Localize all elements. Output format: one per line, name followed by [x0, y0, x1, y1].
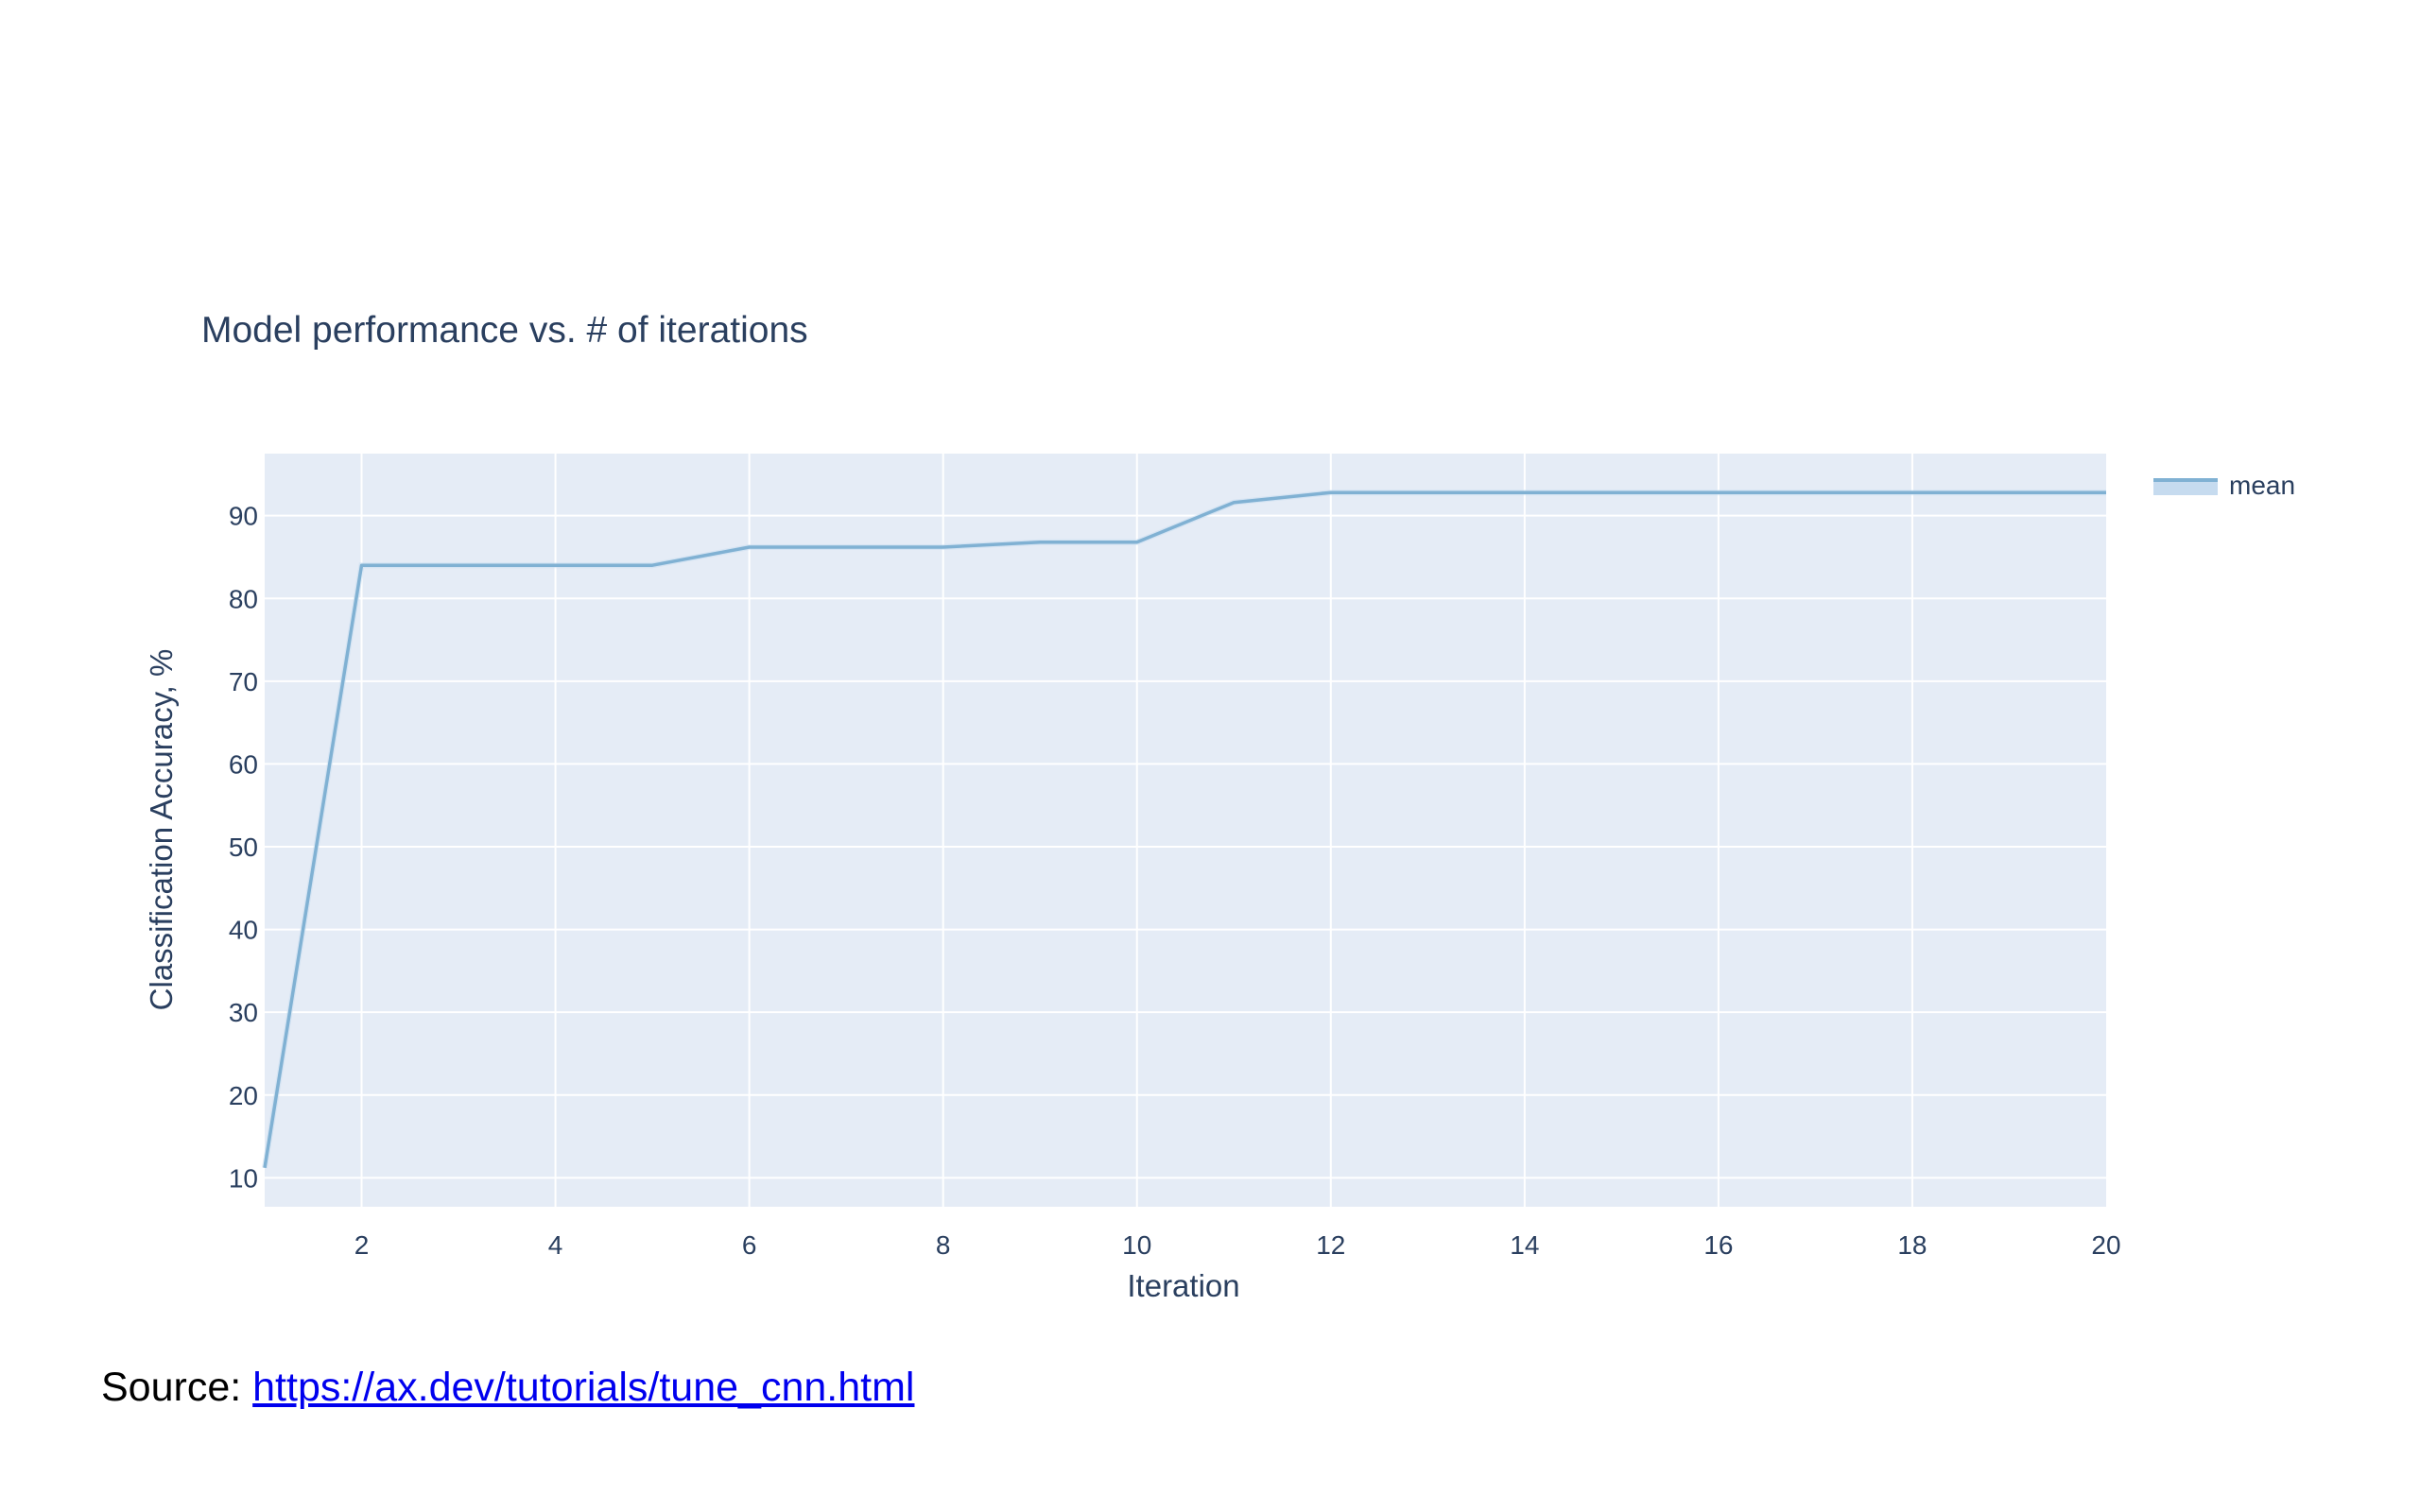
y-tick-label: 10 [229, 1163, 258, 1193]
source-line: Source: https://ax.dev/tutorials/tune_cn… [101, 1365, 914, 1411]
x-tick-label: 12 [1316, 1230, 1345, 1260]
legend-band-swatch [2153, 478, 2218, 495]
x-axis-ticks: 2 4 6 8 10 12 14 16 18 20 [354, 1230, 2121, 1260]
series-lines [263, 490, 2106, 1169]
x-tick-label: 16 [1703, 1230, 1733, 1260]
x-tick-label: 10 [1122, 1230, 1151, 1260]
x-tick-label: 20 [2091, 1230, 2120, 1260]
y-tick-label: 60 [229, 749, 258, 779]
source-prefix: Source: [101, 1365, 253, 1410]
chart-title: Model performance vs. # of iterations [201, 310, 808, 351]
x-tick-label: 4 [548, 1230, 563, 1260]
grid-lines [265, 454, 2106, 1207]
x-tick-label: 18 [1897, 1230, 1927, 1260]
y-tick-label: 20 [229, 1081, 258, 1110]
x-axis-title: Iteration [1127, 1268, 1239, 1303]
y-tick-label: 30 [229, 998, 258, 1027]
legend-label-mean: mean [2229, 471, 2295, 500]
y-axis-title: Classification Accuracy, % [144, 649, 179, 1011]
y-tick-label: 80 [229, 584, 258, 613]
y-tick-label: 50 [229, 833, 258, 862]
y-tick-label: 90 [229, 502, 258, 531]
x-tick-label: 6 [742, 1230, 757, 1260]
x-tick-label: 14 [1510, 1230, 1539, 1260]
x-tick-label: 2 [354, 1230, 370, 1260]
source-link[interactable]: https://ax.dev/tutorials/tune_cnn.html [252, 1365, 915, 1410]
x-tick-label: 8 [936, 1230, 951, 1260]
series-line-mean [263, 490, 2106, 1169]
y-axis-ticks: 10 20 30 40 50 60 70 80 90 [229, 502, 258, 1194]
y-tick-label: 70 [229, 667, 258, 696]
plot-area [265, 454, 2106, 1207]
legend[interactable]: mean [2153, 471, 2295, 500]
y-tick-label: 40 [229, 916, 258, 945]
